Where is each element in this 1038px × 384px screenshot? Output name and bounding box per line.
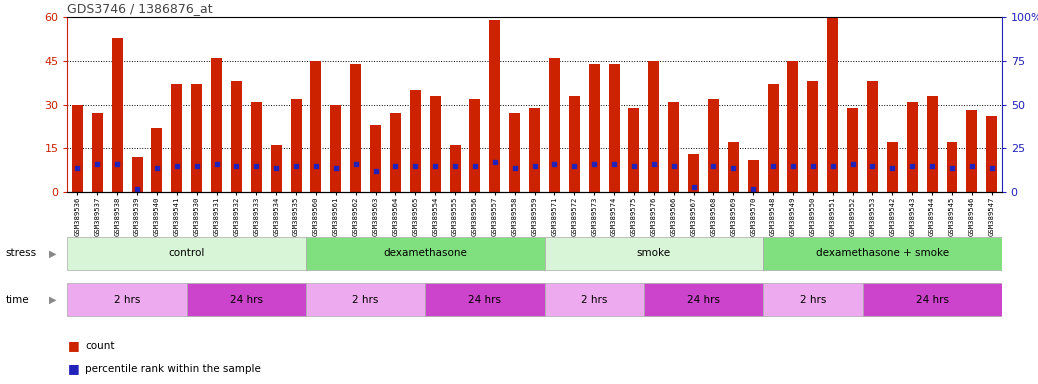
- Bar: [91, 113, 103, 192]
- Bar: [827, 14, 839, 192]
- Bar: [430, 96, 441, 192]
- Bar: [72, 104, 83, 192]
- Bar: [306, 237, 545, 270]
- Bar: [966, 111, 978, 192]
- Text: 24 hrs: 24 hrs: [916, 295, 949, 305]
- Bar: [291, 99, 301, 192]
- Bar: [230, 81, 242, 192]
- Bar: [529, 108, 540, 192]
- Bar: [489, 20, 500, 192]
- Bar: [469, 99, 481, 192]
- Bar: [947, 142, 957, 192]
- Bar: [152, 128, 162, 192]
- Bar: [545, 283, 644, 316]
- Bar: [628, 108, 639, 192]
- Text: 24 hrs: 24 hrs: [229, 295, 263, 305]
- Text: 2 hrs: 2 hrs: [581, 295, 607, 305]
- Bar: [310, 61, 322, 192]
- Text: stress: stress: [5, 248, 36, 258]
- Bar: [67, 237, 306, 270]
- Bar: [112, 38, 122, 192]
- Text: control: control: [168, 248, 204, 258]
- Bar: [251, 102, 262, 192]
- Bar: [808, 81, 818, 192]
- Bar: [350, 64, 361, 192]
- Text: GDS3746 / 1386876_at: GDS3746 / 1386876_at: [67, 2, 213, 15]
- Bar: [907, 102, 918, 192]
- Bar: [211, 58, 222, 192]
- Bar: [510, 113, 520, 192]
- Bar: [728, 142, 739, 192]
- Text: smoke: smoke: [636, 248, 671, 258]
- Bar: [763, 283, 863, 316]
- Text: dexamethasone + smoke: dexamethasone + smoke: [816, 248, 949, 258]
- Bar: [886, 142, 898, 192]
- Bar: [330, 104, 342, 192]
- Bar: [763, 237, 1002, 270]
- Bar: [747, 160, 759, 192]
- Text: ■: ■: [67, 339, 79, 352]
- Bar: [768, 84, 778, 192]
- Bar: [171, 84, 183, 192]
- Text: 2 hrs: 2 hrs: [353, 295, 379, 305]
- Bar: [306, 283, 426, 316]
- Text: 2 hrs: 2 hrs: [799, 295, 826, 305]
- Text: time: time: [5, 295, 29, 305]
- Text: ▶: ▶: [49, 295, 56, 305]
- Text: percentile rank within the sample: percentile rank within the sample: [85, 364, 261, 374]
- Bar: [449, 146, 461, 192]
- Bar: [644, 283, 763, 316]
- Bar: [426, 283, 545, 316]
- Bar: [191, 84, 202, 192]
- Text: ▶: ▶: [49, 248, 56, 258]
- Bar: [708, 99, 719, 192]
- Bar: [788, 61, 798, 192]
- Text: ■: ■: [67, 362, 79, 375]
- Bar: [569, 96, 580, 192]
- Bar: [608, 64, 620, 192]
- Bar: [986, 116, 998, 192]
- Bar: [390, 113, 401, 192]
- Bar: [371, 125, 381, 192]
- Bar: [847, 108, 858, 192]
- Bar: [132, 157, 142, 192]
- Bar: [271, 146, 281, 192]
- Bar: [545, 237, 763, 270]
- Text: count: count: [85, 341, 114, 351]
- Text: 2 hrs: 2 hrs: [114, 295, 140, 305]
- Bar: [668, 102, 679, 192]
- Text: 24 hrs: 24 hrs: [687, 295, 720, 305]
- Bar: [187, 283, 306, 316]
- Bar: [867, 81, 878, 192]
- Bar: [67, 283, 187, 316]
- Bar: [410, 90, 420, 192]
- Bar: [549, 58, 559, 192]
- Text: dexamethasone: dexamethasone: [383, 248, 467, 258]
- Bar: [649, 61, 659, 192]
- Bar: [863, 283, 1002, 316]
- Bar: [688, 154, 699, 192]
- Text: 24 hrs: 24 hrs: [468, 295, 501, 305]
- Bar: [927, 96, 937, 192]
- Bar: [589, 64, 600, 192]
